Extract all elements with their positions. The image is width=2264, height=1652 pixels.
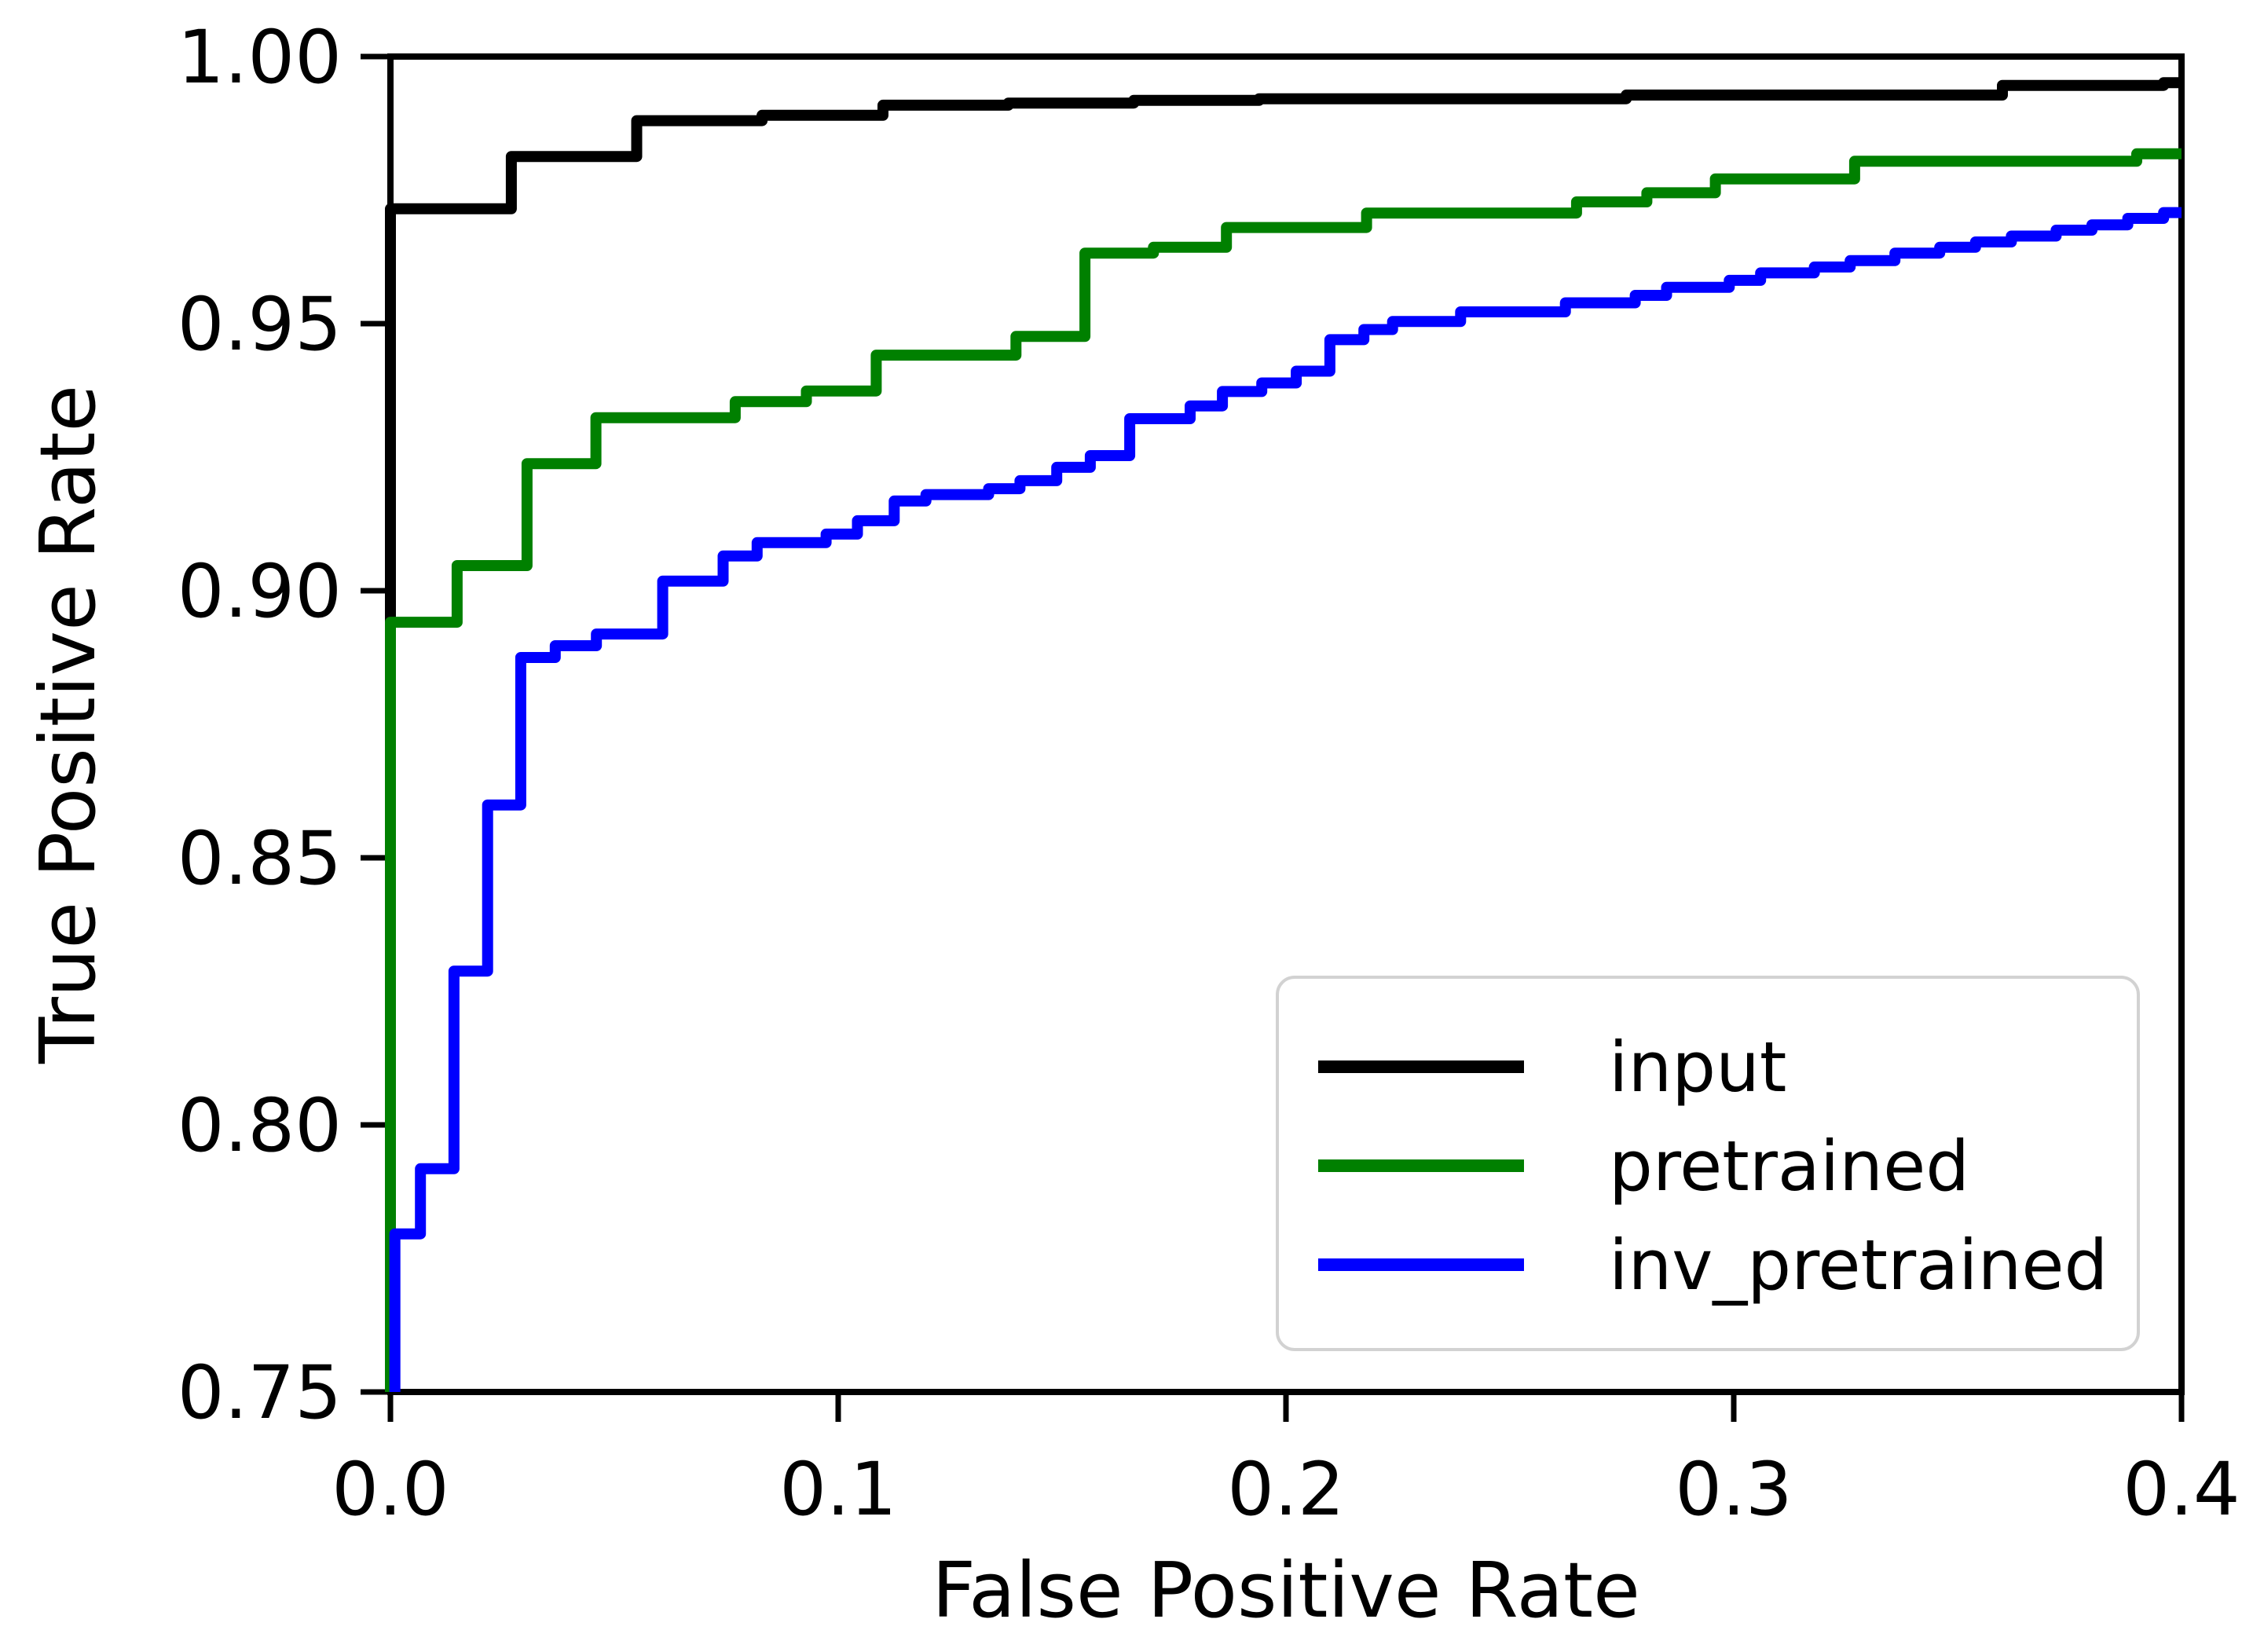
roc-curve-inv_pretrained xyxy=(389,207,2182,1392)
x-axis-label: False Positive Rate xyxy=(932,1546,1640,1635)
x-tick-label: 0.4 xyxy=(2123,1447,2240,1533)
x-tick-label: 0.0 xyxy=(332,1447,449,1533)
roc-curves xyxy=(385,77,2182,1392)
roc-curve-pretrained xyxy=(385,148,2182,1392)
legend-label-input: input xyxy=(1609,1027,1786,1108)
y-tick-label: 1.00 xyxy=(178,15,342,101)
y-axis-label: True Positive Rate xyxy=(24,385,112,1064)
legend-label-inv-pretrained: inv_pretrained xyxy=(1609,1225,2108,1306)
legend-label-pretrained: pretrained xyxy=(1609,1126,1969,1207)
legend: input pretrained inv_pretrained xyxy=(1276,976,2140,1351)
y-tick-label: 0.85 xyxy=(178,816,342,902)
legend-entry-input: input xyxy=(1318,1027,1786,1108)
roc-curve-input xyxy=(385,77,2182,1392)
y-tick-label: 0.80 xyxy=(178,1083,342,1169)
x-tick-label: 0.2 xyxy=(1227,1447,1345,1533)
y-tick-label: 0.75 xyxy=(178,1350,342,1436)
legend-entry-inv-pretrained: inv_pretrained xyxy=(1318,1225,2108,1306)
x-tick-label: 0.3 xyxy=(1675,1447,1793,1533)
x-tick-label: 0.1 xyxy=(779,1447,897,1533)
legend-entry-pretrained: pretrained xyxy=(1318,1126,1969,1207)
y-tick-label: 0.90 xyxy=(178,549,342,635)
axes: 0.0 0.1 0.2 0.3 0.4 0.75 0.80 0.85 0.90 0.95 1.00 xyxy=(178,15,2240,1533)
y-tick-label: 0.95 xyxy=(178,282,342,368)
